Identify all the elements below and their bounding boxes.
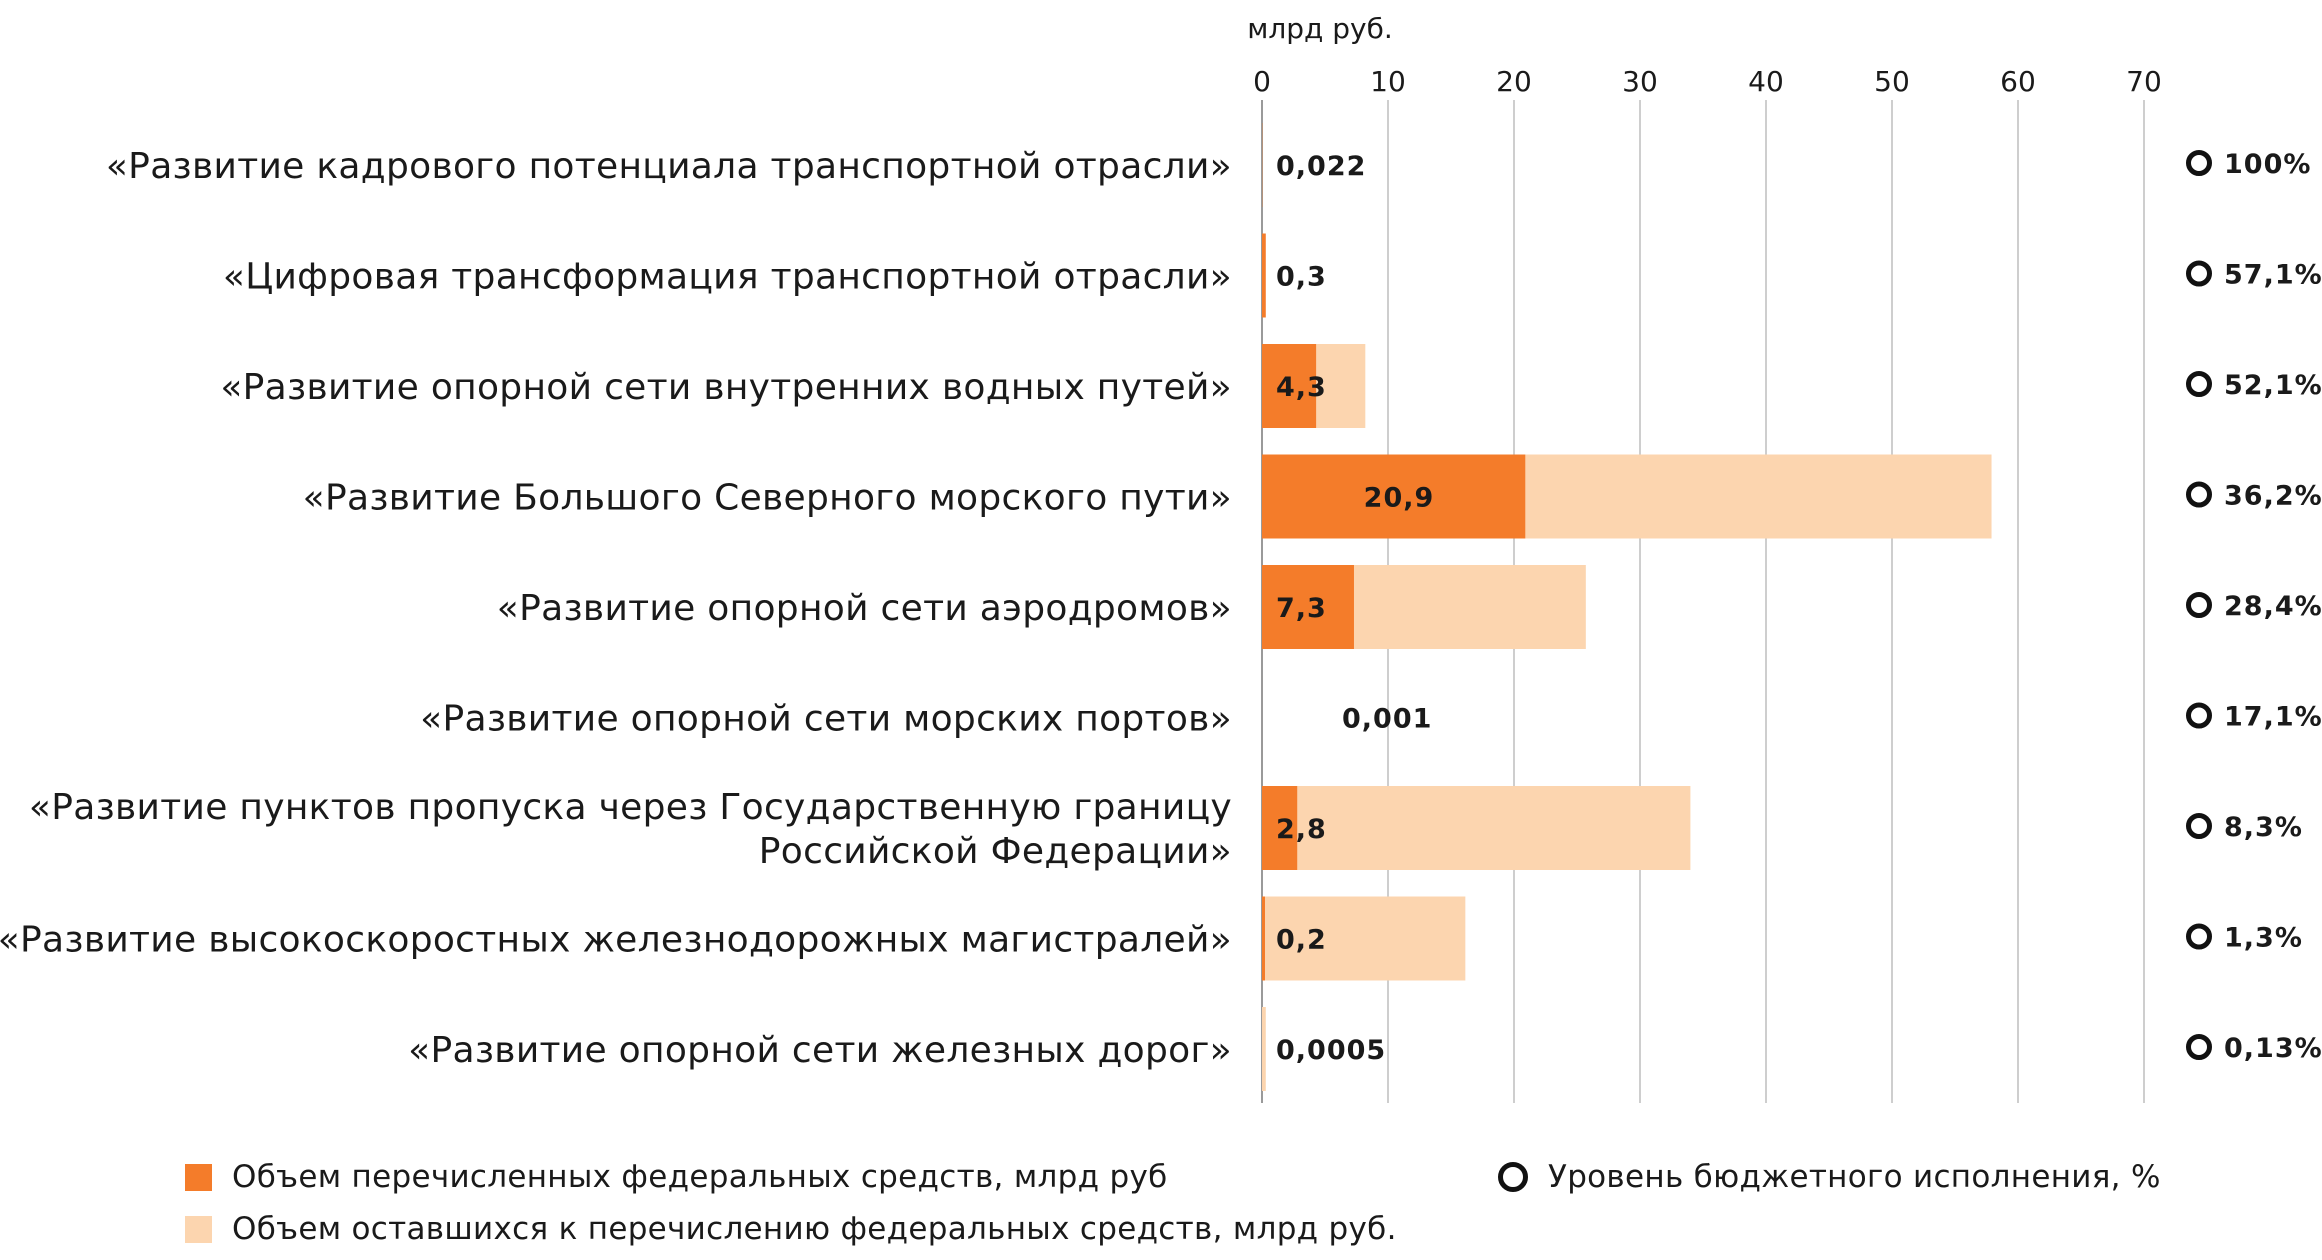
- value-label: 7,3: [1276, 593, 1327, 624]
- tick-label: 50: [1874, 65, 1910, 98]
- ring-marker-icon: [2186, 813, 2212, 839]
- value-label: 20,9: [1364, 483, 1435, 514]
- budget-execution-label: 28,4%: [2224, 591, 2322, 622]
- category-label: «Развитие кадрового потенциала транспорт…: [106, 146, 1232, 187]
- legend-item-budget-execution: Уровень бюджетного исполнения, %: [1498, 1159, 2161, 1195]
- budget-execution-label: 36,2%: [2224, 481, 2322, 512]
- x-axis-unit-label: млрд руб.: [1247, 12, 1393, 45]
- category-label: «Развитие опорной сети внутренних водных…: [220, 367, 1232, 408]
- ring-marker-icon: [2186, 702, 2212, 729]
- budget-execution-label: 1,3%: [2224, 923, 2303, 954]
- legend-label-transferred: Объем перечисленных федеральных средств,…: [232, 1159, 1168, 1195]
- budget-execution-label: 0,13%: [2224, 1033, 2322, 1064]
- legend-swatch-remaining: [185, 1215, 212, 1243]
- category-label: «Развитие высокоскоростных железнодорожн…: [0, 920, 1232, 961]
- value-label: 4,3: [1276, 372, 1327, 403]
- category-label: «Развитие пунктов пропуска через Государ…: [29, 787, 1232, 828]
- x-axis-ticks: 0 10 20 30 40 50 60 70: [1253, 65, 2162, 98]
- ring-marker-icon: [2186, 260, 2212, 287]
- ring-marker-icon: [2186, 150, 2212, 176]
- bar-transferred: [1262, 454, 1526, 539]
- legend-label-remaining: Объем оставшихся к перечислению федераль…: [232, 1211, 1397, 1247]
- bar-remaining: [1262, 1007, 1266, 1091]
- value-label: 0,3: [1276, 262, 1327, 293]
- bar-transferred: [1262, 565, 1354, 649]
- category-label: «Развитие Большого Северного морского пу…: [303, 478, 1232, 519]
- value-label: 0,0005: [1276, 1035, 1386, 1066]
- legend-label-budget-execution: Уровень бюджетного исполнения, %: [1548, 1159, 2161, 1195]
- budget-execution-label: 17,1%: [2224, 702, 2322, 733]
- tick-label: 40: [1748, 65, 1784, 98]
- ring-marker-icon: [2186, 371, 2212, 397]
- bar-transferred: [1262, 896, 1265, 981]
- value-label: 0,2: [1276, 925, 1327, 956]
- ring-marker-icon: [2186, 1034, 2212, 1060]
- budget-execution-label: 100%: [2224, 149, 2311, 180]
- value-label: 0,022: [1276, 151, 1366, 182]
- category-label: «Развитие опорной сети морских портов»: [420, 699, 1232, 740]
- bar-transferred: [1262, 786, 1298, 870]
- value-labels: 0,022 0,3 4,3 20,9 7,3 0,001 2,8 0,2 0,0005: [1276, 151, 1435, 1066]
- ring-marker-icon: [2186, 592, 2212, 618]
- tick-label: 30: [1622, 65, 1658, 98]
- value-label: 0,001: [1342, 704, 1432, 735]
- legend-item-remaining: Объем оставшихся к перечислению федераль…: [185, 1211, 1397, 1247]
- budget-execution-markers: 100% 57,1% 52,1% 36,2% 28,4% 17,1% 8,3% 1,3% 0,1…: [2186, 149, 2322, 1064]
- category-label: Российской Федерации»: [759, 831, 1232, 872]
- tick-label: 0: [1253, 65, 1271, 98]
- bar-remaining: [1353, 565, 1586, 649]
- bar-remaining: [1525, 454, 1992, 539]
- bar-remaining: [1265, 896, 1466, 981]
- ring-marker-icon: [2186, 923, 2212, 950]
- tick-label: 70: [2126, 65, 2162, 98]
- category-label: «Развитие опорной сети железных дорог»: [408, 1030, 1232, 1071]
- tick-label: 60: [2000, 65, 2036, 98]
- legend-marker-ring-icon: [1498, 1162, 1528, 1192]
- bars: [1262, 123, 1992, 1091]
- category-labels: «Развитие кадрового потенциала транспорт…: [0, 146, 1232, 1071]
- legend-item-transferred: Объем перечисленных федеральных средств,…: [185, 1159, 1168, 1195]
- category-label: «Развитие опорной сети аэродромов»: [497, 588, 1232, 629]
- bar-remaining: [1316, 344, 1366, 428]
- bar-remaining: [1297, 786, 1691, 870]
- category-label: «Цифровая трансформация транспортной отр…: [223, 257, 1232, 298]
- bar-transferred: [1262, 233, 1266, 318]
- ring-marker-icon: [2186, 481, 2212, 508]
- tick-label: 20: [1496, 65, 1532, 98]
- bar-transferred: [1262, 344, 1317, 428]
- tick-label: 10: [1370, 65, 1406, 98]
- value-label: 2,8: [1276, 814, 1327, 845]
- legend-swatch-transferred: [185, 1163, 212, 1191]
- budget-execution-label: 57,1%: [2224, 260, 2322, 291]
- budget-execution-label: 52,1%: [2224, 370, 2322, 401]
- budget-execution-label: 8,3%: [2224, 812, 2303, 843]
